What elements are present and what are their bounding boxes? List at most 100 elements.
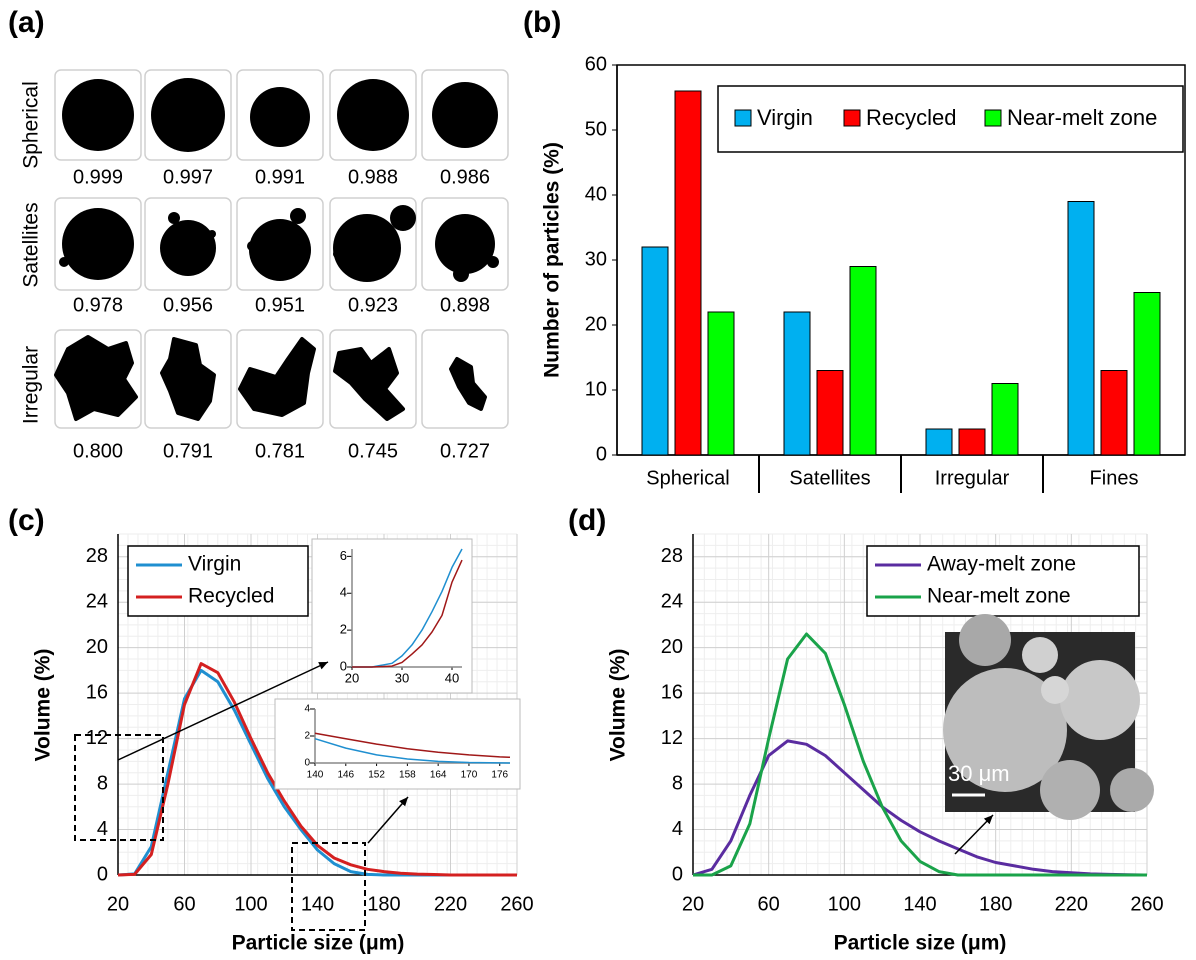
x-tick-label: 60 [758,893,780,915]
circularity-label: 0.791 [163,440,213,462]
y-tick-label: 28 [661,545,683,567]
y-tick-label: 12 [86,727,108,749]
panel-label: (b) [523,6,561,39]
satellite [59,257,69,267]
inset-background [274,698,521,790]
particle-frame [329,69,417,161]
y-axis-title: Volume (%) [607,649,630,762]
particle [250,87,310,147]
circularity-label: 0.727 [440,440,490,462]
y-tick-label: 4 [340,585,347,600]
particle [62,79,134,151]
x-tick-label: 164 [430,770,447,781]
particle-frame [329,329,417,429]
legend-label: Near-melt zone [927,585,1071,608]
y-tick-label: 30 [585,248,607,270]
y-tick-label: 8 [672,772,683,794]
x-tick-label: 260 [500,893,533,915]
sem-particle [959,614,1011,666]
line-series [314,732,511,759]
particle-frame [54,69,142,161]
sem-particle [1060,660,1140,740]
row-label: Satellites [20,202,43,287]
circularity-label: 0.956 [163,294,213,316]
particle-frame [329,197,417,291]
sem-particle [943,668,1067,792]
particle [249,219,311,281]
panel-label: (a) [8,6,45,39]
zoom-arrow [117,661,329,761]
x-tick-label: 170 [461,770,478,781]
y-tick-label: 60 [585,53,607,75]
x-tick-label: 20 [345,670,359,685]
y-tick-label: 0 [672,863,683,885]
legend-label: Recycled [188,585,274,608]
circularity-label: 0.997 [163,166,213,188]
legend-box [127,545,309,617]
y-tick-label: 12 [661,727,683,749]
particle-frame [236,329,324,429]
legend-box [866,545,1140,617]
x-tick-label: Irregular [935,467,1010,489]
y-tick-label: 0 [97,863,108,885]
y-tick-label: 2 [304,731,310,742]
y-tick-label: 10 [585,378,607,400]
legend-box [717,85,1184,153]
legend-swatch [843,109,861,127]
particle [54,335,138,421]
x-tick-label: Fines [1090,467,1139,489]
zoom-box [291,842,366,931]
x-tick-label: 146 [337,770,354,781]
y-tick-label: 20 [585,313,607,335]
y-tick-label: 20 [661,636,683,658]
line-series [352,559,463,668]
y-tick-label: 20 [86,636,108,658]
zoom-arrow [367,796,409,844]
particle-frame [421,197,509,291]
circularity-label: 0.923 [348,294,398,316]
particle [238,337,316,417]
particle [449,357,487,411]
line-series [692,739,1148,877]
y-axis-title: Number of particles (%) [541,142,564,378]
y-axis-title: Volume (%) [32,649,55,762]
satellite [247,241,257,251]
x-tick-label: 100 [828,893,861,915]
bar [1100,370,1128,456]
x-tick-label: 260 [1130,893,1163,915]
satellite [487,256,499,268]
legend-label: Recycled [866,105,956,130]
circularity-label: 0.988 [348,166,398,188]
legend-label: Near-melt zone [1007,105,1157,130]
satellite [168,212,180,224]
sem-annotation: 30 μm [948,761,1010,786]
x-axis-title: Particle size (μm) [232,932,405,955]
particle-frame [144,69,232,161]
y-tick-label: 24 [86,590,108,612]
y-tick-label: 4 [97,818,108,840]
x-tick-label: 60 [173,893,195,915]
particle-frame [54,329,142,429]
x-tick-label: 30 [395,670,409,685]
y-tick-label: 6 [340,548,347,563]
y-tick-label: 4 [304,704,310,715]
bar [991,383,1019,456]
y-tick-label: 40 [585,183,607,205]
x-tick-label: 220 [1055,893,1088,915]
particle-frame [236,197,324,291]
row-label: Irregular [20,346,43,424]
y-tick-label: 0 [340,658,347,673]
bar [1133,292,1161,456]
circularity-label: 0.800 [73,440,123,462]
panel-label: (d) [568,504,606,537]
bar [707,311,735,456]
x-tick-label: 40 [445,670,459,685]
pointer-arrow [954,814,994,855]
circularity-label: 0.986 [440,166,490,188]
x-tick-label: 140 [301,893,334,915]
sem-particle [1040,760,1100,820]
bar [816,370,844,456]
satellite [208,230,216,238]
particle-frame [144,329,232,429]
